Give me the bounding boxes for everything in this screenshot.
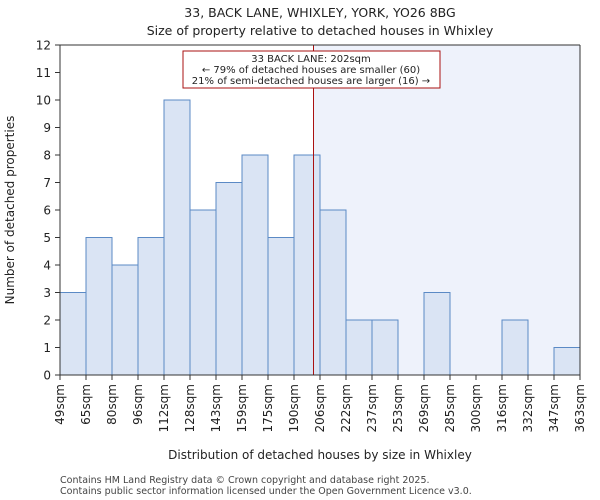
- x-ticks: 49sqm 65sqm 80sqm 96sqm 112sqm 128sqm 143sqm 15…: [53, 375, 587, 432]
- x-tick-label: 237sqm: [365, 384, 379, 432]
- x-tick-label: 347sqm: [547, 384, 561, 432]
- annotation-box: [182, 50, 441, 89]
- y-tick-label: 5: [43, 231, 51, 245]
- x-tick-label: 175sqm: [261, 384, 275, 432]
- x-tick-label: 65sqm: [79, 384, 93, 425]
- y-tick-label: 11: [36, 66, 51, 80]
- bar: [85, 237, 113, 376]
- bar: [319, 209, 347, 376]
- footer-line-1: Contains HM Land Registry data © Crown c…: [60, 475, 430, 486]
- chart-subtitle: Size of property relative to detached ho…: [147, 23, 494, 38]
- bar: [215, 182, 243, 376]
- y-tick-label: 1: [43, 341, 51, 355]
- bar: [371, 319, 399, 376]
- x-tick-label: 190sqm: [287, 384, 301, 432]
- x-tick-label: 80sqm: [105, 384, 119, 425]
- bar: [501, 319, 529, 376]
- y-tick-label: 12: [36, 39, 51, 53]
- y-tick-label: 2: [43, 314, 51, 328]
- bar: [267, 237, 295, 376]
- x-tick-label: 112sqm: [157, 384, 171, 432]
- y-tick-label: 8: [43, 149, 51, 163]
- x-tick-label: 49sqm: [53, 384, 67, 425]
- y-tick-label: 10: [36, 94, 51, 108]
- marker-annotation: 33 BACK LANE: 202sqm ← 79% of detached h…: [182, 50, 441, 89]
- x-tick-label: 222sqm: [339, 384, 353, 432]
- bar: [241, 154, 269, 376]
- bar: [163, 99, 191, 376]
- y-tick-label: 0: [43, 369, 51, 383]
- x-tick-label: 300sqm: [469, 384, 483, 432]
- y-tick-label: 4: [43, 259, 51, 273]
- bar: [423, 292, 451, 376]
- y-tick-label: 3: [43, 286, 51, 300]
- y-tick-label: 9: [43, 121, 51, 135]
- bar: [111, 264, 139, 376]
- bar: [553, 347, 581, 376]
- x-tick-label: 316sqm: [495, 384, 509, 432]
- bar: [189, 209, 217, 376]
- x-axis-label: Distribution of detached houses by size …: [168, 448, 472, 462]
- x-tick-label: 332sqm: [521, 384, 535, 432]
- bar: [137, 237, 165, 376]
- bar: [59, 292, 87, 376]
- x-tick-label: 96sqm: [131, 384, 145, 425]
- annotation-line-3: 21% of semi-detached houses are larger (…: [192, 76, 430, 87]
- annotation-line-1: 33 BACK LANE: 202sqm: [251, 54, 371, 65]
- x-tick-label: 128sqm: [183, 384, 197, 432]
- x-tick-label: 143sqm: [209, 384, 223, 432]
- x-tick-label: 269sqm: [417, 384, 431, 432]
- bar: [345, 319, 373, 376]
- x-tick-label: 253sqm: [391, 384, 405, 432]
- x-tick-label: 285sqm: [443, 384, 457, 432]
- bar: [293, 154, 321, 376]
- annotation-line-2: ← 79% of detached houses are smaller (60…: [202, 65, 420, 76]
- y-tick-label: 6: [43, 204, 51, 218]
- footer-line-2: Contains public sector information licen…: [60, 486, 472, 497]
- y-axis-label: Number of detached properties: [3, 116, 17, 305]
- x-tick-label: 206sqm: [313, 384, 327, 432]
- chart-title: 33, BACK LANE, WHIXLEY, YORK, YO26 8BG: [184, 5, 455, 20]
- x-tick-label: 363sqm: [573, 384, 587, 432]
- bars-group: [59, 99, 581, 376]
- x-tick-label: 159sqm: [235, 384, 249, 432]
- y-tick-label: 7: [43, 176, 51, 190]
